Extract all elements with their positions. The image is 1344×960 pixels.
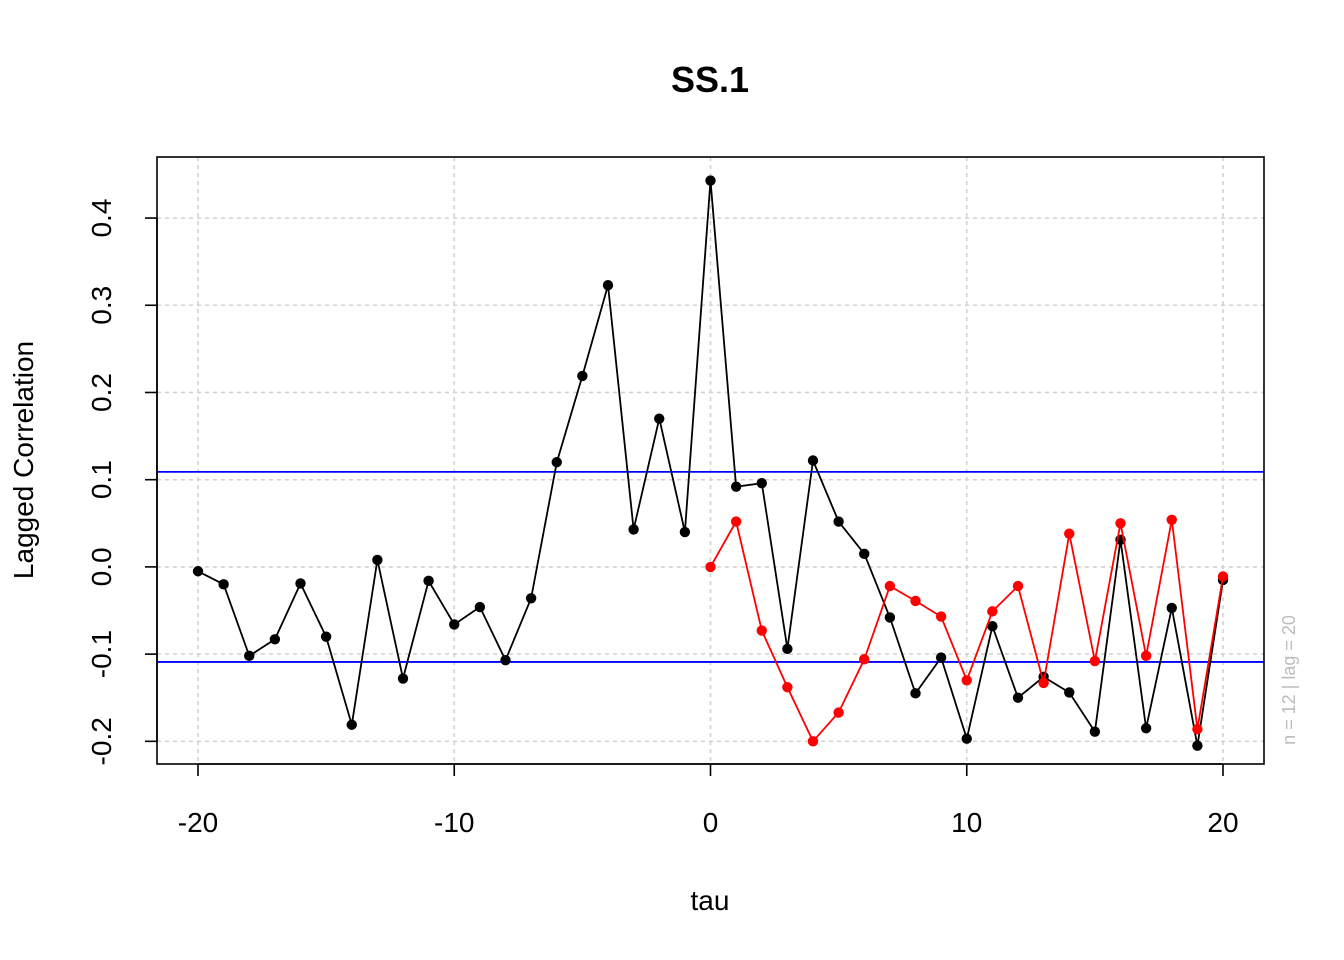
data-point — [705, 561, 716, 573]
x-tick-label: -20 — [178, 807, 218, 838]
data-point — [525, 593, 537, 604]
y-tick-label: -0.2 — [86, 717, 117, 765]
data-point — [602, 280, 614, 291]
y-tick-label: 0.0 — [86, 547, 117, 586]
data-point — [1089, 726, 1101, 737]
data-point — [1166, 602, 1177, 614]
data-point — [833, 516, 844, 527]
data-point — [192, 566, 204, 577]
sample-info-note: n = 12 | lag = 20 — [1279, 615, 1299, 745]
data-point — [859, 548, 870, 560]
data-point — [884, 612, 896, 623]
data-point — [987, 621, 998, 632]
y-tick-label: 0.4 — [86, 199, 117, 238]
data-point — [244, 650, 255, 662]
data-point — [1192, 723, 1203, 735]
data-point — [679, 526, 691, 538]
chart-title: SS.1 — [671, 59, 749, 100]
data-point — [935, 652, 947, 663]
data-point — [859, 654, 870, 665]
data-point — [1064, 687, 1075, 698]
y-tick-label: 0.2 — [86, 373, 117, 412]
data-point — [500, 655, 511, 666]
data-point — [961, 733, 972, 744]
y-axis-label: Lagged Correlation — [8, 341, 39, 579]
data-point — [628, 524, 639, 535]
grid-layer — [157, 157, 1264, 764]
data-point — [833, 707, 844, 718]
data-point — [756, 625, 767, 636]
data-point — [295, 578, 306, 589]
data-point — [654, 413, 665, 424]
data-point — [577, 370, 588, 382]
data-point — [730, 516, 742, 527]
x-tick-label: -10 — [434, 807, 474, 838]
data-point — [935, 611, 947, 622]
data-point — [782, 643, 793, 655]
data-point — [807, 455, 819, 466]
x-axis-label: tau — [691, 885, 730, 916]
data-point — [756, 477, 767, 489]
data-point — [474, 601, 486, 613]
data-point — [449, 619, 460, 630]
x-tick-label: 20 — [1207, 807, 1238, 838]
data-point — [807, 736, 819, 747]
data-point — [346, 719, 357, 730]
series-1 — [192, 175, 1229, 751]
data-point — [730, 481, 742, 492]
y-tick-label: -0.1 — [86, 630, 117, 678]
data-point — [910, 595, 921, 607]
series-2 — [705, 514, 1229, 747]
data-point — [1166, 514, 1177, 526]
data-point — [910, 688, 921, 699]
data-point — [218, 579, 229, 590]
data-point — [1012, 580, 1024, 592]
confidence-band-layer — [157, 470, 1264, 663]
data-point — [705, 175, 716, 186]
data-point — [1089, 655, 1101, 667]
data-point — [884, 580, 896, 592]
data-point — [1217, 571, 1229, 582]
data-point — [961, 675, 972, 686]
data-point — [782, 682, 793, 693]
data-point — [551, 457, 562, 468]
data-point — [320, 631, 332, 642]
data-point — [1038, 677, 1049, 689]
data-point — [269, 634, 281, 645]
y-tick-label: 0.3 — [86, 286, 117, 325]
x-tick-label: 0 — [703, 807, 719, 838]
data-point — [987, 606, 998, 617]
y-tick-label: 0.1 — [86, 460, 117, 499]
data-point — [397, 673, 409, 684]
series-layer — [192, 175, 1229, 751]
data-point — [1192, 740, 1203, 751]
axis-layer: -20 -10 0 10 20 -0.2 -0.1 0.0 0.1 0.2 0.3 0.4 — [86, 199, 1239, 838]
data-point — [372, 554, 383, 566]
data-point — [1140, 723, 1152, 734]
x-tick-label: 10 — [951, 807, 982, 838]
data-point — [1115, 518, 1126, 529]
data-point — [1064, 528, 1075, 539]
data-point — [1140, 650, 1152, 662]
data-point — [423, 575, 434, 587]
data-point — [1012, 692, 1024, 703]
